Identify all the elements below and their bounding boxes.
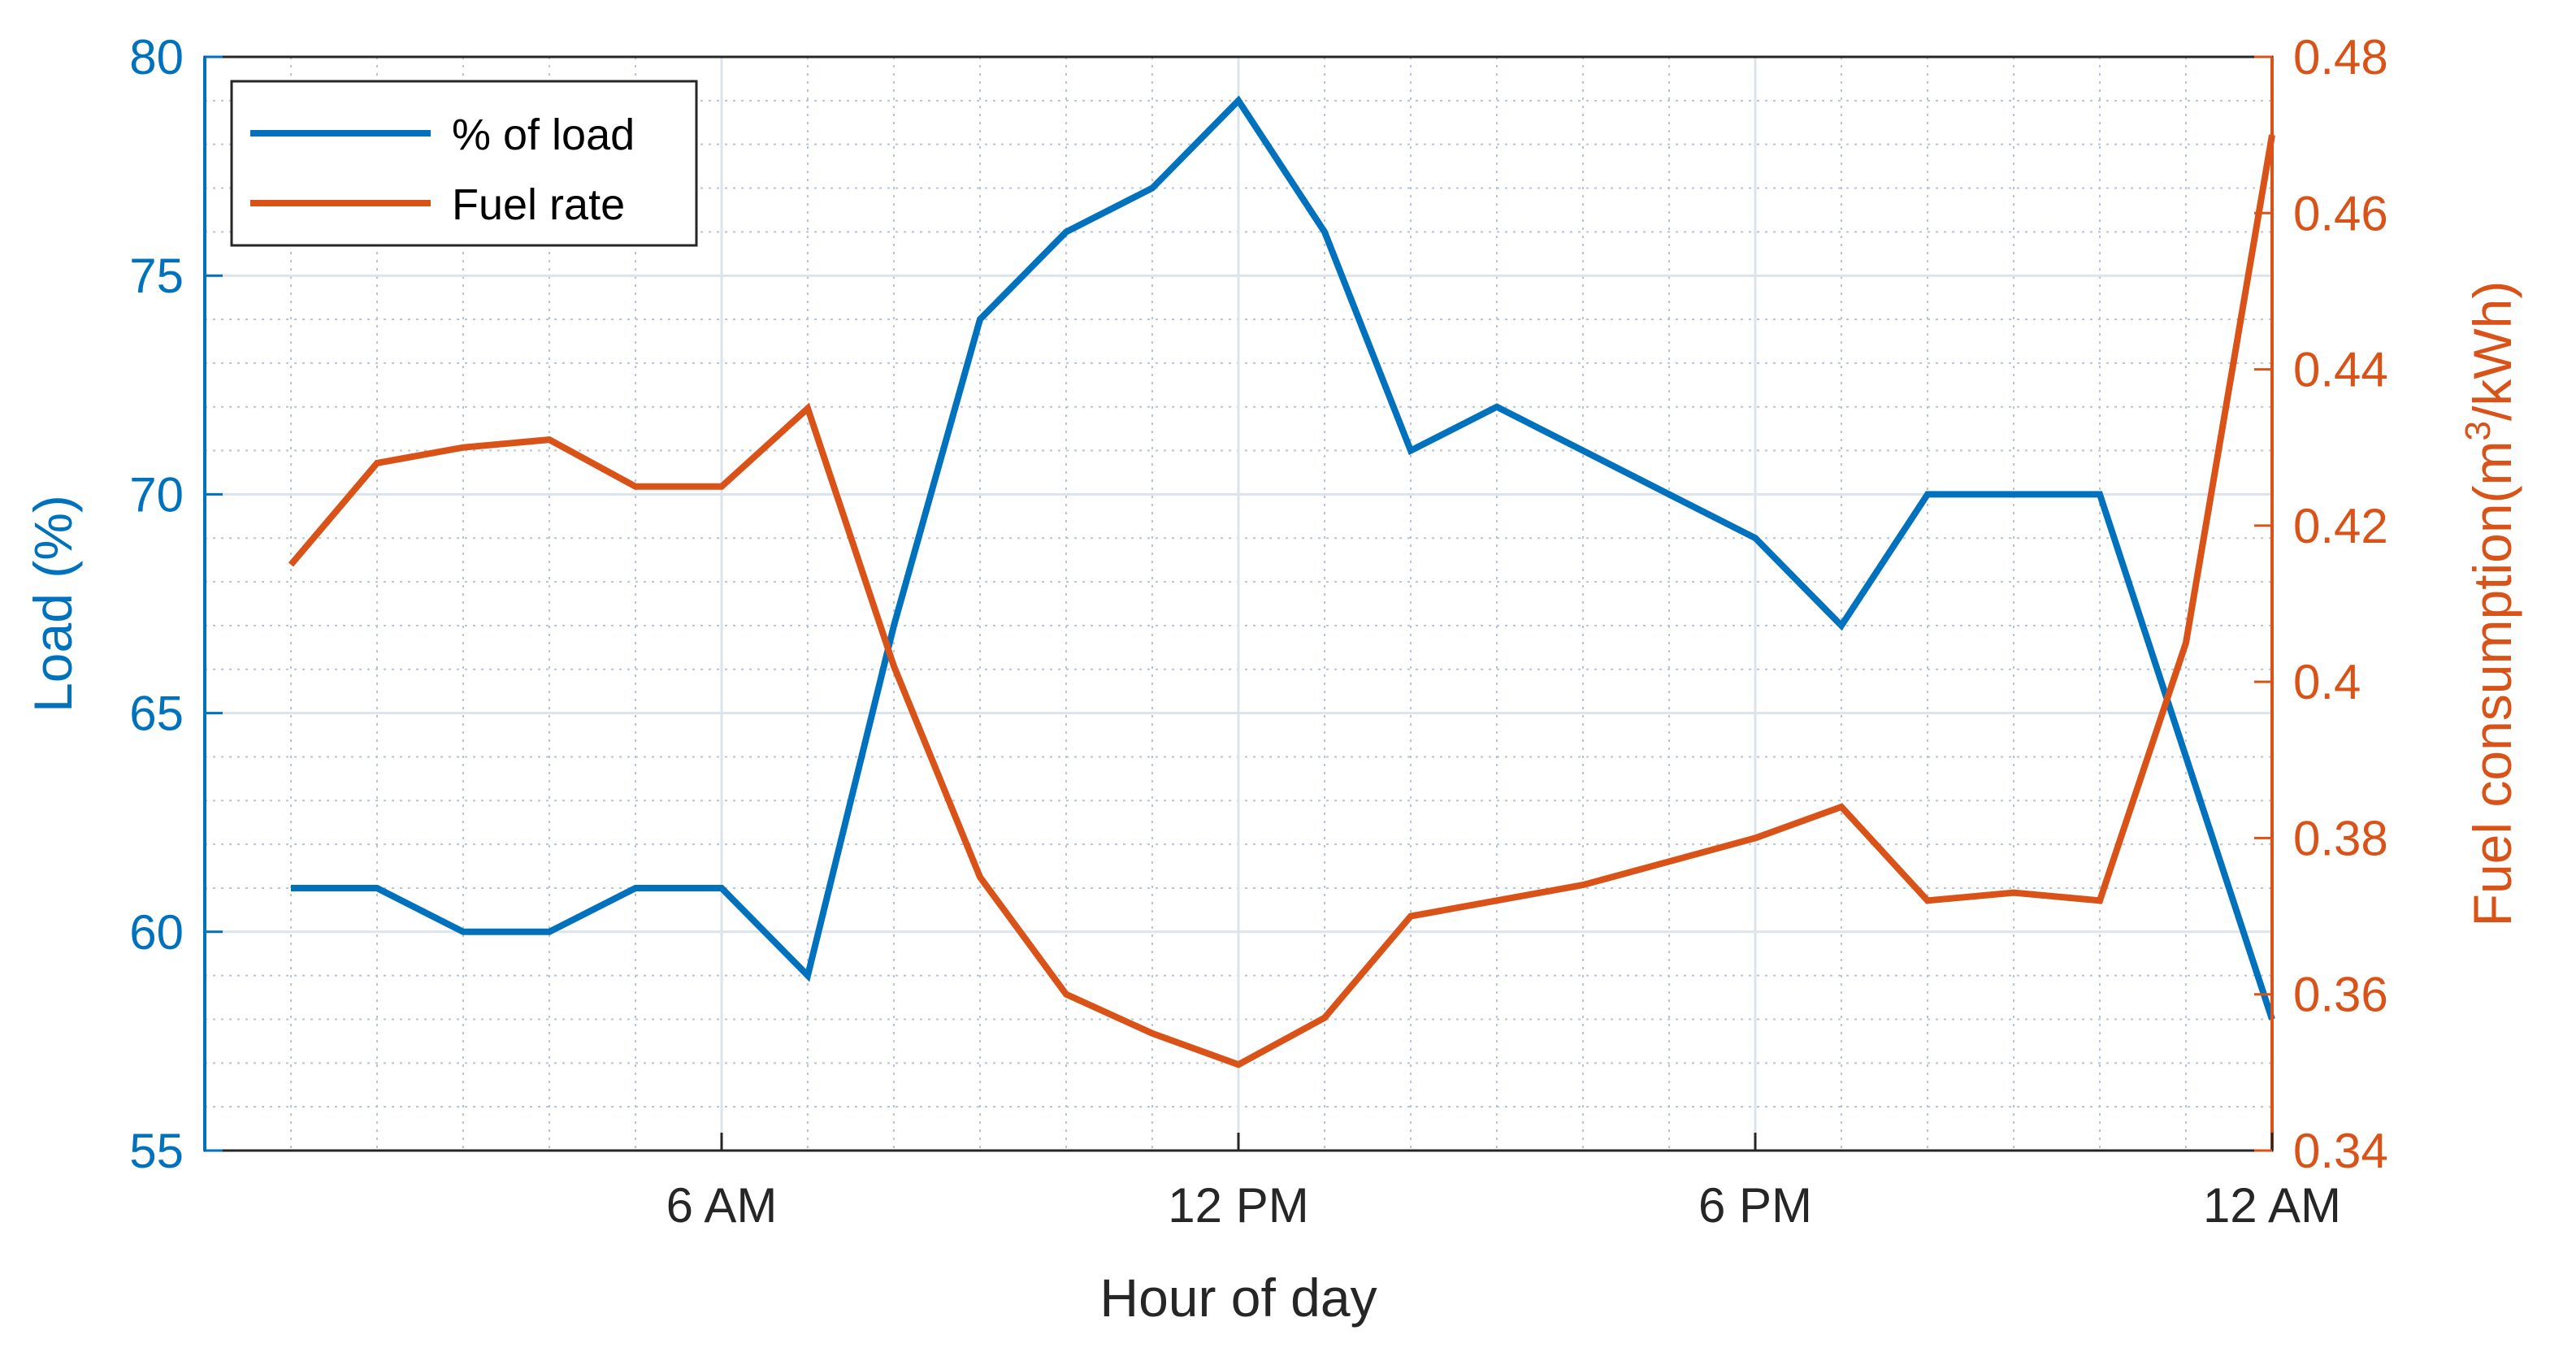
left-tick-label: 60: [129, 905, 184, 960]
right-axis-label-main: Fuel consumption(m: [2462, 440, 2522, 926]
left-tick-labels: 55 60 65 70 75 80: [129, 30, 184, 1178]
right-tick-label: 0.36: [2293, 968, 2388, 1022]
legend: % of load Fuel rate: [230, 80, 698, 247]
right-axis-label-sup: 3: [2458, 421, 2498, 440]
right-tick-label: 0.34: [2293, 1124, 2388, 1178]
series-line-load: [291, 95, 2275, 1021]
left-tick-label: 65: [129, 687, 184, 741]
right-tick-label: 0.44: [2293, 343, 2388, 397]
right-tick-label: 0.48: [2293, 30, 2388, 85]
axis-ticks: [205, 55, 2274, 1152]
right-tick-label: 0.4: [2293, 655, 2361, 709]
legend-label-load: % of load: [452, 111, 635, 159]
left-tick-label: 80: [129, 30, 184, 85]
x-axis-label: Hour of day: [1099, 1268, 1377, 1328]
x-tick-label: 12 AM: [2203, 1178, 2341, 1233]
right-tick-label: 0.42: [2293, 499, 2388, 553]
x-tick-label: 6 AM: [666, 1178, 778, 1233]
x-tick-label: 12 PM: [1168, 1178, 1308, 1233]
series-layer: [288, 95, 2275, 1068]
left-tick-label: 70: [129, 467, 184, 522]
left-tick-label: 75: [129, 249, 184, 303]
x-tick-label: 6 PM: [1698, 1178, 1812, 1233]
left-axis-label: Load (%): [23, 495, 83, 713]
x-tick-labels: 6 AM 12 PM 6 PM 12 AM: [666, 1178, 2341, 1233]
right-tick-label: 0.46: [2293, 186, 2388, 241]
right-tick-label: 0.38: [2293, 811, 2388, 865]
left-tick-label: 55: [129, 1124, 184, 1178]
right-axis-label: Fuel consumption(m3/kWh): [2458, 281, 2522, 927]
right-tick-labels: 0.34 0.36 0.38 0.4 0.42 0.44 0.46 0.48: [2293, 30, 2388, 1178]
legend-label-fuel: Fuel rate: [452, 180, 625, 229]
legend-box: [230, 80, 698, 247]
right-axis-label-tail: /kWh): [2462, 281, 2522, 421]
series-line-fuel-rate: [288, 134, 2275, 1068]
